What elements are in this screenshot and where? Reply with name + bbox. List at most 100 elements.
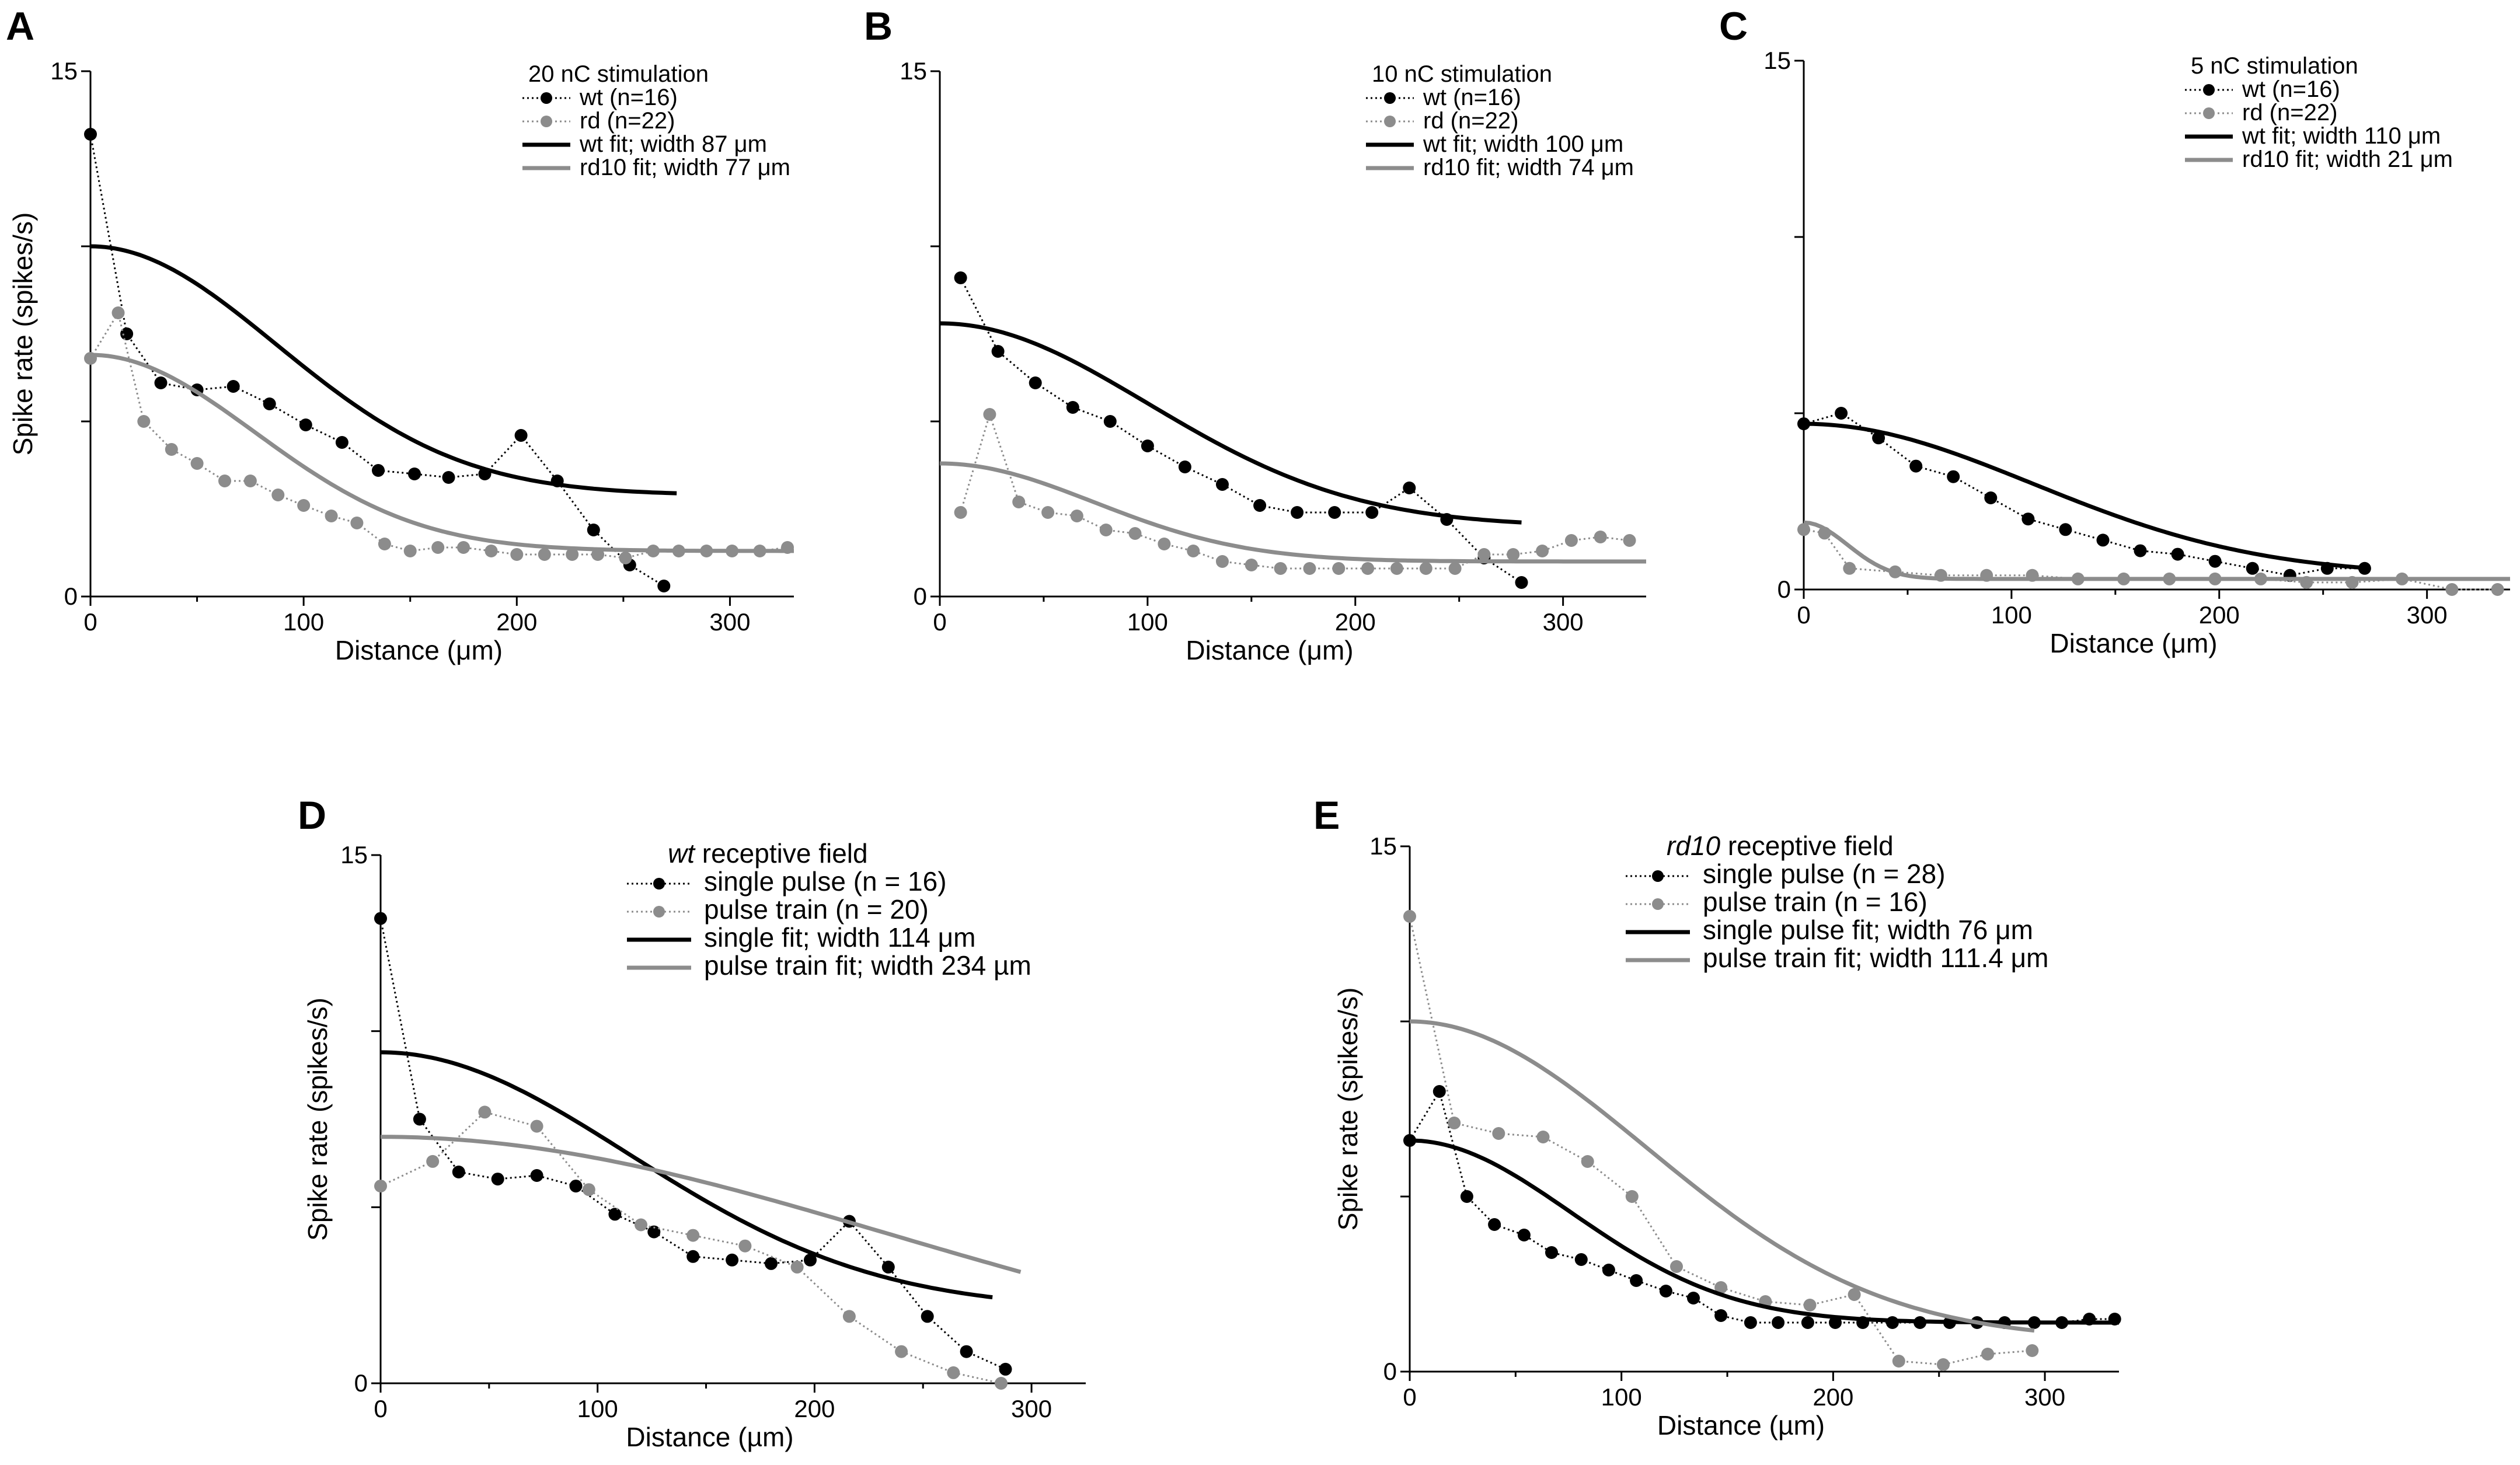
data-point <box>2134 544 2147 557</box>
data-point <box>514 429 528 442</box>
data-point <box>1187 545 1200 557</box>
data-point <box>374 912 387 925</box>
legend-label: wt (n=16) <box>579 85 678 110</box>
legend-title-text: 20 nC stimulation <box>528 61 709 87</box>
data-point <box>1070 510 1083 522</box>
data-point <box>765 1257 778 1270</box>
data-point <box>1390 562 1403 575</box>
data-point <box>1365 506 1379 519</box>
x-tick-label: 300 <box>2024 1383 2065 1411</box>
data-point <box>1419 562 1432 575</box>
x-tick-label: 300 <box>1011 1395 1052 1422</box>
series-gray-1 <box>1403 910 2039 1371</box>
data-point <box>954 271 967 284</box>
legend-swatch-marker <box>653 906 665 918</box>
data-point <box>530 1119 543 1133</box>
data-point <box>2059 523 2072 536</box>
data-point <box>1216 478 1229 491</box>
data-point <box>378 538 391 550</box>
data-point <box>1848 1288 1861 1301</box>
data-point <box>442 471 455 484</box>
x-tick-label: 300 <box>1543 608 1584 636</box>
x-tick-label: 0 <box>374 1395 387 1422</box>
data-point <box>1947 470 1960 483</box>
series-black-0 <box>954 271 1528 589</box>
data-point <box>1448 1117 1461 1129</box>
fit-curve <box>381 1135 1022 1274</box>
legend-swatch-marker <box>1384 116 1396 127</box>
data-point <box>1066 401 1079 414</box>
series-black-2 <box>1803 421 2365 570</box>
data-point <box>1872 431 1885 445</box>
data-point <box>954 506 967 519</box>
data-point <box>426 1154 440 1168</box>
legend-item: rd10 fit; width 21 μm <box>2185 146 2453 172</box>
data-point <box>2096 533 2110 547</box>
data-point <box>2445 583 2459 596</box>
data-point <box>1274 562 1287 575</box>
data-point <box>1670 1260 1683 1273</box>
data-line <box>960 411 1630 570</box>
x-tick-label: 0 <box>1797 601 1810 629</box>
panel-letter: B <box>864 4 893 48</box>
data-point <box>325 510 338 522</box>
series-gray-1 <box>954 408 1636 575</box>
x-tick-label: 0 <box>1403 1383 1416 1411</box>
data-point <box>1659 1285 1672 1297</box>
x-tick-label: 0 <box>83 608 97 636</box>
panel-E: E 0 100 200 300 0 15 Distance (µm) Spike rate (s… <box>1313 793 2121 1440</box>
data-point <box>1029 376 1042 389</box>
legend-label: rd (n=22) <box>1423 108 1518 134</box>
data-point <box>647 1225 661 1239</box>
data-point <box>1492 1127 1505 1140</box>
x-tick-label: 300 <box>709 608 750 636</box>
data-point <box>408 468 421 480</box>
data-point <box>1581 1155 1594 1168</box>
fit-curve <box>90 244 677 496</box>
y-axis-label: Spike rate (spikes/s) <box>302 997 333 1241</box>
series-gray-3 <box>939 461 1646 564</box>
data-point <box>686 1250 700 1263</box>
data-point <box>374 1180 387 1193</box>
panel-A: A 0 100 200 300 0 15 Distance (μm) Spike rate (s… <box>6 4 794 665</box>
data-point <box>2026 1344 2039 1357</box>
data-point <box>190 457 204 470</box>
data-point <box>1403 910 1416 923</box>
data-point <box>1361 562 1375 575</box>
legend-label: rd10 fit; width 77 μm <box>580 155 790 180</box>
data-point <box>1245 559 1258 571</box>
legend-item: single pulse fit; width 76 μm <box>1626 915 2033 945</box>
y-tick-label: 15 <box>50 57 78 85</box>
x-tick-label: 100 <box>1127 608 1168 636</box>
legend-label: single pulse (n = 16) <box>704 866 947 897</box>
data-point <box>842 1310 856 1323</box>
data-point <box>608 1208 622 1221</box>
data-point <box>1448 562 1462 575</box>
y-tick-label: 0 <box>354 1369 368 1397</box>
legend-item: rd10 fit; width 74 μm <box>1366 155 1634 180</box>
data-point <box>413 1112 426 1126</box>
legend-swatch-marker <box>2203 107 2215 119</box>
data-point <box>569 1180 583 1193</box>
data-point <box>299 418 312 431</box>
legend-title-italic: wt <box>668 838 696 868</box>
data-point <box>566 548 579 561</box>
y-tick-label: 0 <box>1777 575 1791 603</box>
series-black-0 <box>1797 407 2371 582</box>
legend-item: single pulse (n = 28) <box>1626 859 1946 889</box>
data-point <box>1536 545 1549 557</box>
data-point <box>1564 534 1578 547</box>
legend-swatch-marker <box>1384 92 1396 104</box>
y-tick-label: 15 <box>1763 47 1791 74</box>
data-point <box>120 327 134 340</box>
legend-title: 20 nC stimulation <box>528 61 709 87</box>
data-line <box>1409 916 2033 1366</box>
data-point <box>1332 562 1346 575</box>
legend-label: rd (n=22) <box>2242 100 2337 125</box>
data-line <box>89 134 665 587</box>
legend-item: rd10 fit; width 77 μm <box>522 155 790 180</box>
data-point <box>1937 1358 1950 1371</box>
legend-label: wt (n=16) <box>2242 76 2340 102</box>
x-axis-label: Distance (μm) <box>1186 635 1353 665</box>
